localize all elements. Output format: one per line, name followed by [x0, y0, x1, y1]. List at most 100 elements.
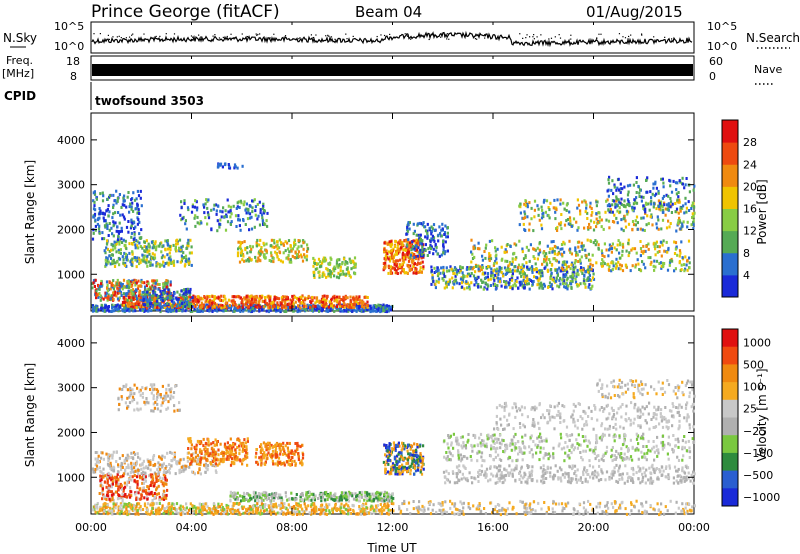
power-cell: [252, 199, 255, 203]
power-cell: [183, 305, 186, 309]
power-cell: [246, 308, 249, 312]
power-cell: [227, 204, 230, 208]
power-cell: [122, 261, 125, 265]
power-cell: [580, 241, 583, 245]
power-cell: [138, 301, 141, 305]
power-cell: [103, 219, 106, 223]
power-cell: [116, 196, 119, 200]
power-cell: [222, 309, 225, 313]
velocity-cell: [225, 503, 228, 507]
power-cell: [611, 210, 614, 214]
beam-label: Beam 04: [355, 3, 422, 21]
power-cell: [93, 200, 96, 204]
power-cell: [196, 307, 199, 311]
power-cell: [112, 287, 115, 291]
power-cell: [516, 276, 519, 280]
power-cell: [477, 285, 480, 289]
power-cell: [103, 212, 106, 216]
power-cell: [107, 305, 110, 308]
power-cell: [538, 286, 541, 290]
power-cell: [658, 245, 661, 249]
velocity-cell: [101, 508, 104, 512]
power-cell: [132, 237, 135, 241]
power-cell: [208, 309, 211, 313]
power-cell: [552, 257, 555, 261]
power-cell: [207, 305, 210, 309]
power-cell: [668, 263, 671, 267]
power-cell: [671, 202, 674, 206]
power-cell: [662, 208, 665, 212]
power-cell: [507, 283, 511, 287]
power-cell: [100, 284, 103, 288]
power-cell: [127, 230, 130, 234]
power-cell: [595, 212, 598, 216]
power-cell: [478, 269, 481, 273]
power-cell: [591, 284, 594, 288]
power-cell: [106, 227, 109, 230]
power-cell: [679, 206, 682, 210]
power-cell: [540, 281, 543, 285]
power-cell: [403, 253, 406, 257]
power-cell: [189, 298, 192, 302]
power-cell: [591, 253, 594, 257]
power-cell: [600, 218, 603, 222]
power-cell: [143, 281, 146, 285]
power-cell: [692, 219, 695, 223]
power-cell: [538, 277, 541, 281]
power-cell: [513, 282, 516, 286]
power-cell: [210, 228, 213, 232]
power-cell: [111, 260, 114, 263]
power-cell: [127, 292, 130, 296]
power-cell: [526, 276, 529, 280]
power-cell: [99, 209, 102, 213]
power-cell: [562, 275, 565, 279]
power-cell: [681, 222, 684, 226]
power-cell: [322, 259, 325, 263]
power-cell: [481, 258, 484, 262]
power-cell: [208, 295, 211, 298]
power-cell: [215, 296, 219, 300]
power-cell: [524, 254, 527, 258]
power-cell: [349, 260, 353, 264]
power-cell: [330, 297, 333, 301]
power-cell: [486, 287, 489, 291]
velocity-cell: [211, 507, 214, 511]
velocity-cell: [345, 502, 348, 506]
power-cell: [135, 306, 138, 310]
power-cell: [258, 243, 261, 247]
power-cell: [118, 283, 121, 287]
power-cell: [581, 272, 584, 275]
power-cell: [439, 271, 442, 275]
power-cell: [151, 263, 154, 267]
power-cell: [184, 259, 187, 263]
power-cell: [156, 282, 159, 286]
power-cell: [156, 262, 159, 266]
power-cell: [684, 255, 687, 259]
power-cell: [622, 204, 625, 207]
power-cell: [679, 208, 682, 212]
power-cell: [393, 253, 396, 257]
power-cell: [507, 281, 510, 285]
power-cell: [572, 276, 575, 280]
power-cell: [306, 303, 309, 307]
power-cell: [131, 261, 134, 265]
power-cell: [432, 252, 435, 256]
power-cell: [556, 229, 559, 232]
power-cell: [666, 268, 670, 272]
power-cell: [613, 185, 616, 189]
power-cell: [526, 215, 529, 219]
power-cell: [542, 251, 545, 255]
power-cell: [342, 295, 345, 299]
power-cell: [406, 272, 409, 275]
power-cell: [642, 262, 645, 266]
power-cell: [145, 306, 148, 310]
velocity-cell: [337, 507, 340, 511]
power-cell: [548, 258, 551, 261]
power-cell: [95, 293, 98, 297]
power-cell: [437, 268, 440, 272]
power-cell: [683, 263, 686, 267]
power-cell: [615, 262, 618, 266]
power-cell: [138, 220, 141, 224]
power-cell: [552, 279, 555, 283]
noise-dot: [259, 33, 261, 35]
